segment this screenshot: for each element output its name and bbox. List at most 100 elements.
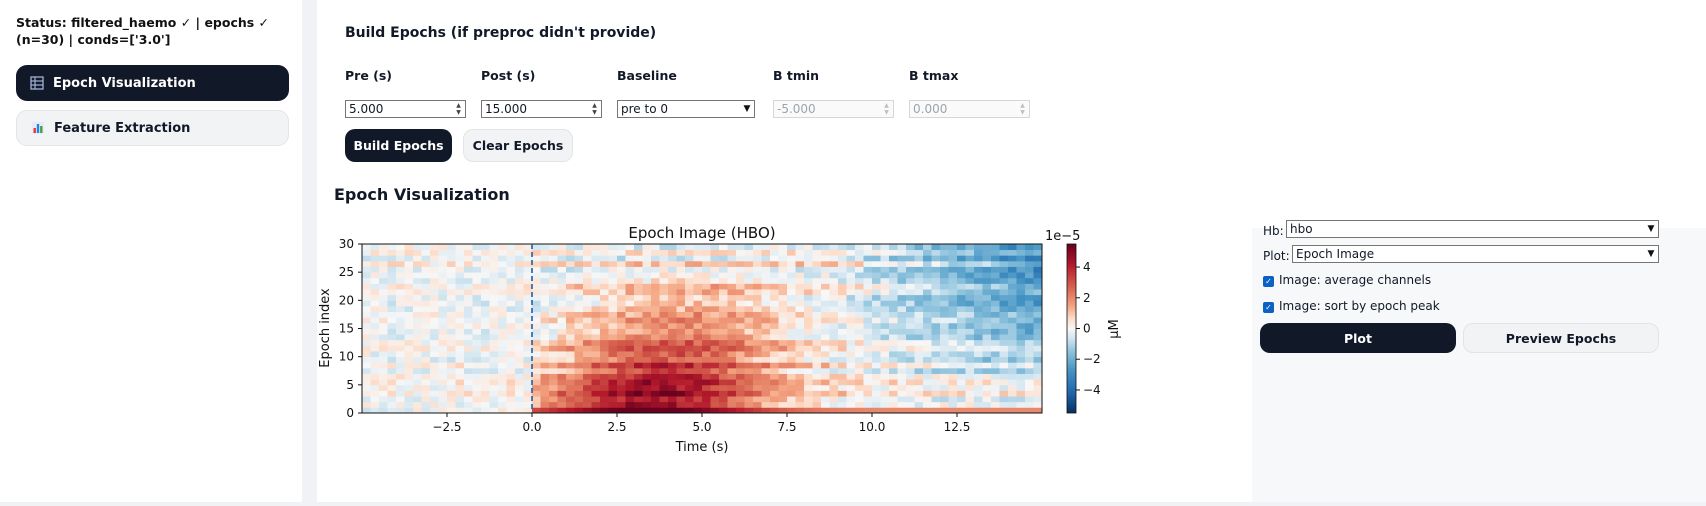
heatmap-cell <box>1016 339 1026 346</box>
spin-arrows-icon[interactable]: ▲ ▼ <box>592 102 597 116</box>
heatmap-cell <box>744 396 754 403</box>
heatmap-cell <box>719 328 728 335</box>
heatmap-cell <box>362 255 371 262</box>
heatmap-cell <box>855 300 864 307</box>
heatmap-cell <box>1016 362 1026 369</box>
clear-epochs-button[interactable]: Clear Epochs <box>463 129 573 162</box>
baseline-select[interactable]: pre to 0 ▼ <box>617 100 755 118</box>
heatmap-cell <box>557 407 567 414</box>
heatmap-cell <box>965 317 975 324</box>
heatmap-cell <box>889 317 898 324</box>
heatmap-cell <box>846 328 856 335</box>
heatmap-cell <box>515 317 524 324</box>
heatmap-cell <box>1025 334 1034 341</box>
heatmap-cell <box>387 255 397 262</box>
heatmap-cell <box>549 367 558 374</box>
heatmap-cell <box>787 266 796 273</box>
heatmap-cell <box>923 311 932 318</box>
heatmap-cell <box>379 373 388 380</box>
heatmap-cell <box>498 272 507 279</box>
heatmap-cell <box>498 249 507 256</box>
heatmap-cell <box>430 384 439 391</box>
heatmap-cell <box>532 407 541 414</box>
heatmap-cell <box>889 289 898 296</box>
spin-arrows-icon[interactable]: ▲ ▼ <box>456 102 461 116</box>
heatmap-cell <box>438 384 448 391</box>
heatmap-cell <box>829 407 839 414</box>
sort-by-peak-checkbox[interactable]: ✓ <box>1263 302 1274 313</box>
heatmap-cell <box>753 407 762 414</box>
heatmap-cell <box>974 266 983 273</box>
sidebar-item-epoch-visualization[interactable]: Epoch Visualization <box>16 65 289 101</box>
heatmap-cell <box>991 345 1000 352</box>
heatmap-cell <box>625 266 635 273</box>
heatmap-cell <box>727 289 737 296</box>
heatmap-cell <box>413 362 422 369</box>
heatmap-cell <box>651 401 660 408</box>
heatmap-cell <box>591 255 601 262</box>
heatmap-cell <box>608 317 618 324</box>
heatmap-cell <box>421 379 431 386</box>
heatmap-cell <box>965 283 975 290</box>
heatmap-cell <box>600 294 609 301</box>
post-input[interactable]: 15.000 ▲ ▼ <box>481 100 602 118</box>
pre-input[interactable]: 5.000 ▲ ▼ <box>345 100 466 118</box>
heatmap-cell <box>651 334 660 341</box>
heatmap-cell <box>685 345 694 352</box>
heatmap-cell <box>566 351 575 358</box>
hb-select[interactable]: hbo ▼ <box>1286 220 1659 238</box>
heatmap-cell <box>727 339 737 346</box>
heatmap-cell <box>736 384 745 391</box>
heatmap-cell <box>693 300 703 307</box>
heatmap-cell <box>362 277 371 284</box>
heatmap-cell <box>931 384 941 391</box>
heatmap-cell <box>736 289 745 296</box>
heatmap-cell <box>523 322 533 329</box>
heatmap-cell <box>506 345 516 352</box>
heatmap-cell <box>549 249 558 256</box>
heatmap-cell <box>617 396 626 403</box>
heatmap-cell <box>693 255 703 262</box>
heatmap-cell <box>965 339 975 346</box>
heatmap-cell <box>846 300 856 307</box>
btmax-input[interactable]: 0.000 ▲ ▼ <box>909 100 1030 118</box>
heatmap-cell <box>931 373 941 380</box>
heatmap-cell <box>651 283 660 290</box>
heatmap-cell <box>846 339 856 346</box>
heatmap-cell <box>1008 244 1017 251</box>
heatmap-cell <box>600 334 609 341</box>
heatmap-cell <box>447 351 456 358</box>
sidebar-item-feature-extraction[interactable]: Feature Extraction <box>16 110 289 146</box>
heatmap-cell <box>634 339 643 346</box>
y-tick-label: 15 <box>339 322 354 336</box>
heatmap-cell <box>676 339 686 346</box>
heatmap-cell <box>940 345 949 352</box>
heatmap-cell <box>370 294 380 301</box>
build-epochs-button[interactable]: Build Epochs <box>345 129 452 162</box>
heatmap-cell <box>404 362 414 369</box>
heatmap-cell <box>676 345 686 352</box>
heatmap-cell <box>591 390 601 397</box>
heatmap-cell <box>795 328 805 335</box>
heatmap-cell <box>566 289 575 296</box>
heatmap-cell <box>498 244 507 251</box>
heatmap-cell <box>464 379 473 386</box>
heatmap-cell <box>999 367 1009 374</box>
heatmap-cell <box>438 322 448 329</box>
heatmap-cell <box>540 407 550 414</box>
btmin-input[interactable]: -5.000 ▲ ▼ <box>773 100 894 118</box>
heatmap-cell <box>965 351 975 358</box>
plot-type-select[interactable]: Epoch Image ▼ <box>1292 245 1659 263</box>
average-channels-checkbox[interactable]: ✓ <box>1263 276 1274 287</box>
heatmap-cell <box>702 384 711 391</box>
heatmap-cell <box>566 305 575 312</box>
heatmap-cell <box>719 345 728 352</box>
heatmap-cell <box>982 266 992 273</box>
heatmap-cell <box>566 283 575 290</box>
heatmap-cell <box>948 351 958 358</box>
plot-button[interactable]: Plot <box>1260 323 1456 353</box>
heatmap-cell <box>795 283 805 290</box>
pre-value: 5.000 <box>349 102 384 116</box>
heatmap-cell <box>659 328 669 335</box>
preview-epochs-button[interactable]: Preview Epochs <box>1463 323 1659 353</box>
